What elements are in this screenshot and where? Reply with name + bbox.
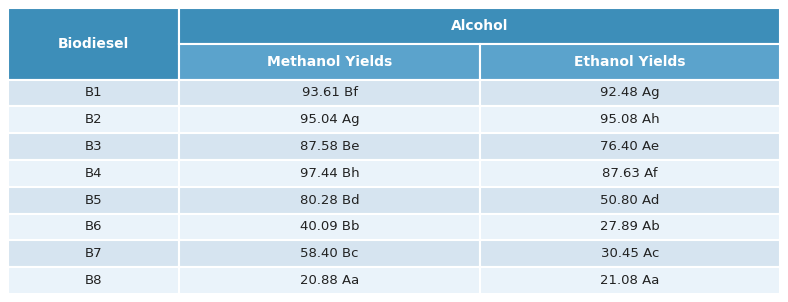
- Bar: [8, 133, 180, 160]
- Text: B6: B6: [85, 220, 102, 233]
- Text: 21.08 Aa: 21.08 Aa: [600, 274, 660, 287]
- Text: 93.61 Bf: 93.61 Bf: [302, 86, 358, 99]
- Bar: [180, 133, 480, 160]
- Bar: [180, 106, 480, 133]
- Text: B5: B5: [85, 194, 102, 207]
- Text: 27.89 Ab: 27.89 Ab: [600, 220, 660, 233]
- Bar: [480, 214, 780, 240]
- Bar: [180, 44, 480, 79]
- Text: 80.28 Bd: 80.28 Bd: [299, 194, 359, 207]
- Bar: [8, 267, 180, 294]
- Text: B2: B2: [85, 113, 102, 126]
- Text: 20.88 Aa: 20.88 Aa: [300, 274, 359, 287]
- Text: Methanol Yields: Methanol Yields: [267, 55, 392, 69]
- Bar: [8, 240, 180, 267]
- Text: 92.48 Ag: 92.48 Ag: [600, 86, 660, 99]
- Text: B1: B1: [85, 86, 102, 99]
- Bar: [180, 187, 480, 214]
- Text: B3: B3: [85, 140, 102, 153]
- Bar: [8, 160, 180, 187]
- Bar: [180, 79, 480, 106]
- Text: 30.45 Ac: 30.45 Ac: [600, 247, 659, 260]
- Text: 97.44 Bh: 97.44 Bh: [299, 167, 359, 180]
- Text: 95.04 Ag: 95.04 Ag: [299, 113, 359, 126]
- Bar: [180, 160, 480, 187]
- Text: B4: B4: [85, 167, 102, 180]
- Bar: [480, 160, 780, 187]
- Bar: [8, 187, 180, 214]
- Bar: [180, 240, 480, 267]
- Bar: [480, 106, 780, 133]
- Bar: [180, 214, 480, 240]
- Bar: [180, 267, 480, 294]
- Bar: [480, 79, 780, 106]
- Text: 50.80 Ad: 50.80 Ad: [600, 194, 660, 207]
- Text: B8: B8: [85, 274, 102, 287]
- Bar: [8, 106, 180, 133]
- Text: 95.08 Ah: 95.08 Ah: [600, 113, 660, 126]
- Text: 87.63 Af: 87.63 Af: [602, 167, 658, 180]
- Text: Ethanol Yields: Ethanol Yields: [574, 55, 686, 69]
- Text: Biodiesel: Biodiesel: [58, 37, 129, 51]
- Bar: [480, 267, 780, 294]
- Bar: [480, 44, 780, 79]
- Text: B7: B7: [85, 247, 102, 260]
- Text: Alcohol: Alcohol: [451, 19, 508, 33]
- Bar: [8, 8, 180, 79]
- Bar: [180, 8, 780, 44]
- Text: 40.09 Bb: 40.09 Bb: [299, 220, 359, 233]
- Bar: [480, 133, 780, 160]
- Bar: [480, 187, 780, 214]
- Bar: [480, 240, 780, 267]
- Text: 87.58 Be: 87.58 Be: [299, 140, 359, 153]
- Bar: [8, 214, 180, 240]
- Text: 58.40 Bc: 58.40 Bc: [300, 247, 359, 260]
- Text: 76.40 Ae: 76.40 Ae: [600, 140, 660, 153]
- Bar: [8, 79, 180, 106]
